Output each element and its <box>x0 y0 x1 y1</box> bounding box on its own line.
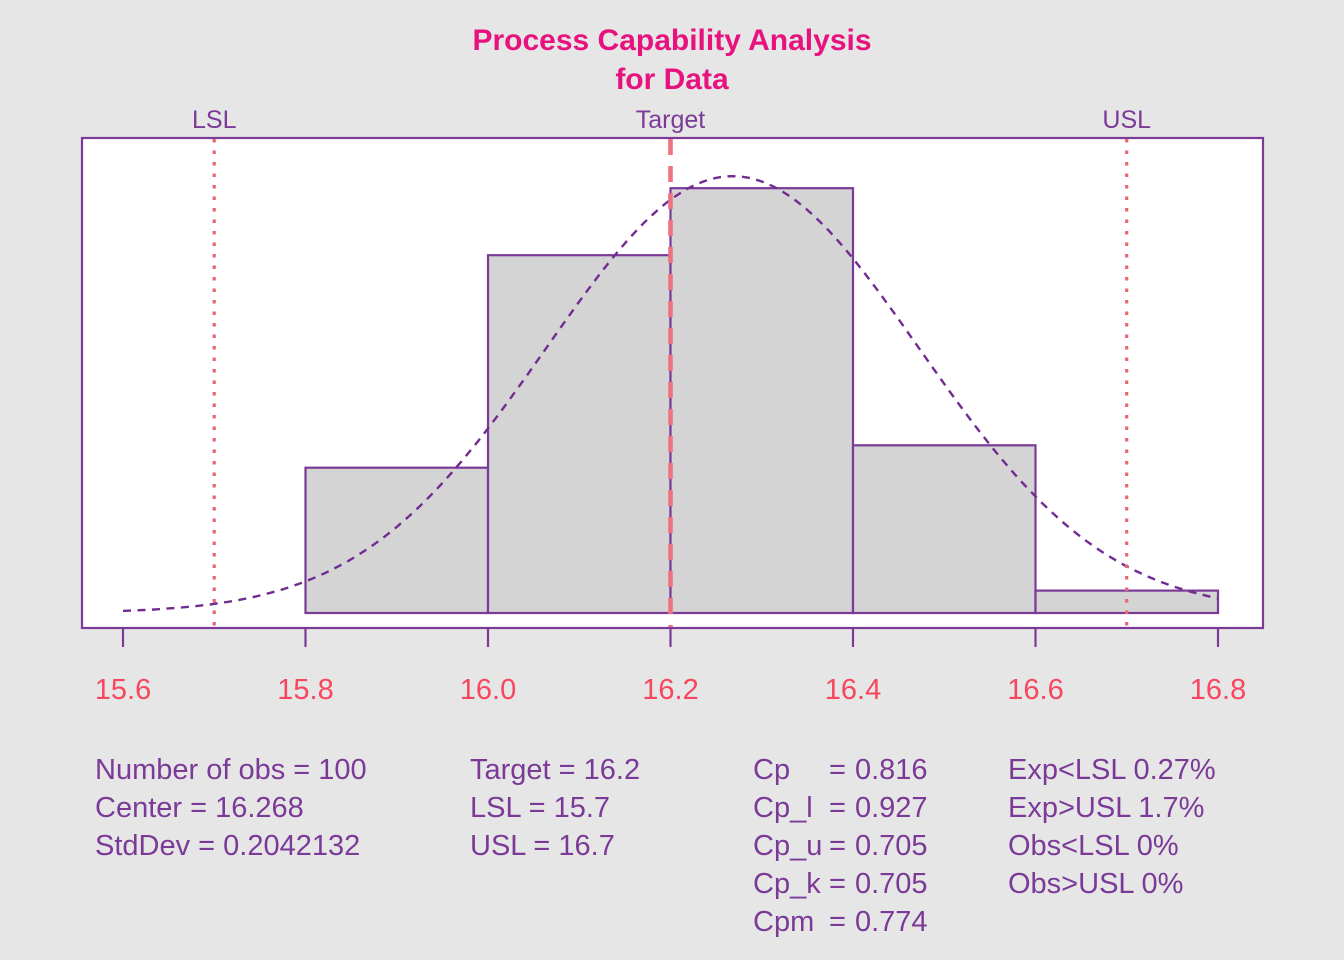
chart-title-line1: Process Capability Analysis <box>472 24 872 57</box>
stat-line: Cp_u = 0.705 <box>753 827 928 865</box>
x-tick-label: 16.2 <box>642 674 699 706</box>
stat-line: Cpm = 0.774 <box>753 903 928 941</box>
stat-line: Cp_l = 0.927 <box>753 789 928 827</box>
stat-line: Exp<LSL 0.27% <box>1008 754 1216 786</box>
histogram-bar <box>486 254 672 615</box>
x-tick-label: 15.8 <box>277 674 334 706</box>
capability-index-value: 0.705 <box>854 830 928 862</box>
capability-index-value: 0.705 <box>854 868 928 900</box>
capability-index-name: Cp_l <box>753 792 813 824</box>
capability-equals-sign: = <box>829 754 846 786</box>
capability-equals-sign: = <box>829 792 846 824</box>
spec-label-usl: USL <box>1102 106 1152 134</box>
x-tick-label: 16.0 <box>459 674 517 706</box>
plot-border <box>80 136 1265 630</box>
spec-label-lsl: LSL <box>192 106 237 134</box>
normal-curve <box>122 174 1219 613</box>
capability-index-name: Cp_k <box>753 868 821 900</box>
capability-index-value: 0.774 <box>854 906 928 938</box>
stat-line: Cp_k = 0.705 <box>753 865 928 903</box>
stat-line: LSL = 15.7 <box>470 792 611 824</box>
histogram-bar <box>304 466 490 615</box>
stat-line: Obs>USL 0% <box>1008 868 1184 900</box>
stat-line: StdDev = 0.2042132 <box>95 830 361 862</box>
capability-equals-sign: = <box>829 830 846 862</box>
stat-line: Target = 16.2 <box>470 754 641 786</box>
chart-title: Process Capability Analysis for Data <box>0 21 1344 99</box>
x-tick-label: 16.4 <box>824 674 882 706</box>
stats-col-specs: Target = 16.2 LSL = 15.7 USL = 16.7 <box>470 751 640 865</box>
capability-index-value: 0.816 <box>854 754 928 786</box>
chart-title-line2: for Data <box>615 63 729 96</box>
stat-line: Cp = 0.816 <box>753 751 928 789</box>
histogram-bar <box>851 444 1037 615</box>
stat-line: Obs<LSL 0% <box>1008 830 1179 862</box>
histogram-bar <box>669 187 855 615</box>
stat-line: USL = 16.7 <box>470 830 615 862</box>
capability-index-name: Cp_u <box>753 830 823 862</box>
x-tick-label: 16.6 <box>1007 674 1064 706</box>
stat-line: Number of obs = 100 <box>95 754 367 786</box>
spec-label-target: Target <box>635 106 706 134</box>
capability-equals-sign: = <box>829 906 846 938</box>
capability-index-value: 0.927 <box>854 792 928 824</box>
stats-col-exp_obs: Exp<LSL 0.27% Exp>USL 1.7% Obs<LSL 0% Obs>U… <box>1008 751 1216 903</box>
stats-col-capability: Cp = 0.816 Cp_l = 0.927 Cp_u = 0.705 Cp_k = 0.705 Cp… <box>753 751 928 941</box>
capability-equals-sign: = <box>829 868 846 900</box>
capability-index-name: Cpm <box>753 906 815 938</box>
stat-line: Center = 16.268 <box>95 792 304 824</box>
stat-line: Exp>USL 1.7% <box>1008 792 1205 824</box>
stats-col-general: Number of obs = 100 Center = 16.268 StdDev… <box>95 751 367 865</box>
x-tick-label: 15.6 <box>94 674 152 706</box>
capability-index-name: Cp <box>753 754 791 786</box>
x-tick-label: 16.8 <box>1189 674 1247 706</box>
